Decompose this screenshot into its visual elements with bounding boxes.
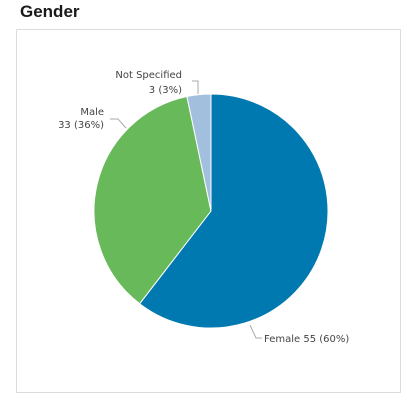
pie-slice-male[interactable] <box>93 95 212 305</box>
chart-title: Gender <box>20 2 80 21</box>
label-not-specified-value: 3 (3%) <box>149 85 182 96</box>
label-not-specified-name: Not Specified <box>115 70 182 81</box>
leader-line-not-specified <box>192 80 199 94</box>
label-male-value: 33 (36%) <box>58 120 104 131</box>
label-male-name: Male <box>80 107 104 118</box>
label-female: Female 55 (60%) <box>264 334 349 345</box>
leader-line-female <box>249 324 262 339</box>
pie-slice-female[interactable] <box>138 93 329 329</box>
leader-line-male <box>110 118 127 129</box>
pie-slice-not-specified[interactable] <box>186 93 212 212</box>
